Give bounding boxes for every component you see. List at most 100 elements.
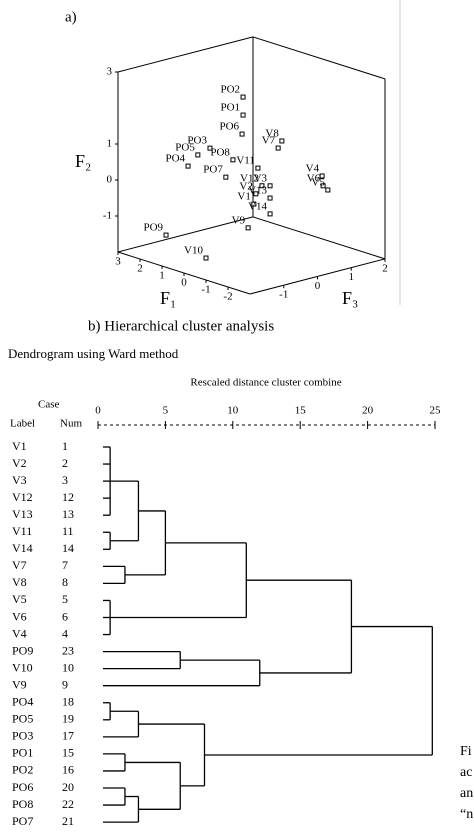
header-num: Num <box>60 418 82 430</box>
point-label: V3 <box>254 172 268 184</box>
case-num: 21 <box>62 814 74 828</box>
z-tick-label: 1 <box>349 271 355 283</box>
case-label: PO7 <box>12 814 33 828</box>
z-axis-label: F₃ <box>342 288 358 308</box>
case-label: V8 <box>12 575 27 589</box>
y-tick-label: -1 <box>103 210 112 222</box>
point <box>319 173 325 179</box>
case-num: 10 <box>62 660 74 674</box>
case-label: V13 <box>12 507 33 521</box>
box-edge <box>117 36 254 73</box>
point <box>230 157 236 163</box>
point <box>253 191 259 197</box>
point-label: PO3 <box>187 135 207 147</box>
x-tick-label: 5 <box>163 405 169 417</box>
case-num: 19 <box>62 712 74 726</box>
x-tick-label: -2 <box>223 291 232 303</box>
case-num: 15 <box>62 746 74 760</box>
point-label: PO8 <box>210 146 230 158</box>
z-tick-label: 0 <box>315 280 321 292</box>
case-num: 23 <box>62 643 74 657</box>
point-label: V8 <box>265 128 279 140</box>
y-axis-label: F₂ <box>75 151 91 171</box>
case-label: V9 <box>12 677 27 691</box>
case-label: V5 <box>12 592 27 606</box>
case-num: 5 <box>62 592 68 606</box>
case-num: 17 <box>62 729 74 743</box>
point <box>163 232 169 238</box>
caption-fragment: ac <box>460 765 472 780</box>
x-tick-label: 3 <box>115 256 121 268</box>
point-label: V2 <box>239 180 252 192</box>
point-label: V4 <box>306 163 320 175</box>
case-label: V11 <box>12 524 32 538</box>
point <box>223 174 229 180</box>
case-num: 13 <box>62 507 74 521</box>
case-num: 3 <box>62 473 68 487</box>
point <box>203 255 209 261</box>
case-num: 14 <box>62 541 74 555</box>
case-label: V14 <box>12 541 33 555</box>
point-label: V14 <box>248 200 267 212</box>
point-label: PO5 <box>175 141 195 153</box>
case-num: 11 <box>62 524 74 538</box>
point <box>267 195 273 201</box>
case-label: V1 <box>12 439 27 453</box>
case-num: 20 <box>62 780 74 794</box>
point-label: V10 <box>184 245 203 257</box>
point <box>207 145 213 151</box>
case-label: V12 <box>12 490 33 504</box>
box-edge <box>252 216 386 260</box>
point-label: V5 <box>311 177 325 189</box>
case-label: PO8 <box>12 797 33 811</box>
point <box>239 131 245 137</box>
box-edge <box>252 36 386 80</box>
point-label: PO4 <box>165 153 185 165</box>
header-label: Label <box>10 418 35 430</box>
case-label: V10 <box>12 660 33 674</box>
case-num: 4 <box>62 626 68 640</box>
case-label: PO4 <box>12 695 33 709</box>
point <box>185 163 191 169</box>
caption-fragment: an <box>460 786 473 801</box>
point-label: V1 <box>237 191 250 203</box>
point-label: PO9 <box>143 222 163 234</box>
case-label: V2 <box>12 456 27 470</box>
point <box>325 187 331 193</box>
point-label: PO1 <box>221 102 241 114</box>
case-label: PO9 <box>12 643 33 657</box>
point-label: V6 <box>307 172 321 184</box>
z-tick-label: 2 <box>382 262 388 274</box>
dendrogram-subtitle: Dendrogram using Ward method <box>8 346 179 361</box>
case-num: 9 <box>62 677 68 691</box>
caption-fragment: Fi <box>460 744 472 759</box>
dendrogram-title: b) Hierarchical cluster analysis <box>88 318 274 334</box>
header-case: Case <box>38 399 60 411</box>
box-edge <box>117 216 254 253</box>
x-tick-label: 1 <box>159 270 165 282</box>
case-label: V3 <box>12 473 27 487</box>
x-axis-label: Rescaled distance cluster combine <box>190 377 341 389</box>
case-label: PO3 <box>12 729 33 743</box>
x-tick-label: 2 <box>137 263 143 275</box>
case-num: 22 <box>62 797 74 811</box>
case-num: 6 <box>62 609 68 623</box>
y-tick-label: 0 <box>107 174 113 186</box>
x-tick-label: 15 <box>295 405 307 417</box>
point <box>259 183 265 189</box>
case-label: PO1 <box>12 746 33 760</box>
point <box>251 201 257 207</box>
case-num: 1 <box>62 439 68 453</box>
point <box>245 225 251 231</box>
case-num: 2 <box>62 456 68 470</box>
point <box>267 183 273 189</box>
case-label: PO5 <box>12 712 33 726</box>
case-label: V7 <box>12 558 27 572</box>
point <box>255 165 261 171</box>
point <box>320 183 326 189</box>
case-label: V6 <box>12 609 27 623</box>
point <box>240 112 246 118</box>
case-label: PO2 <box>12 763 33 777</box>
